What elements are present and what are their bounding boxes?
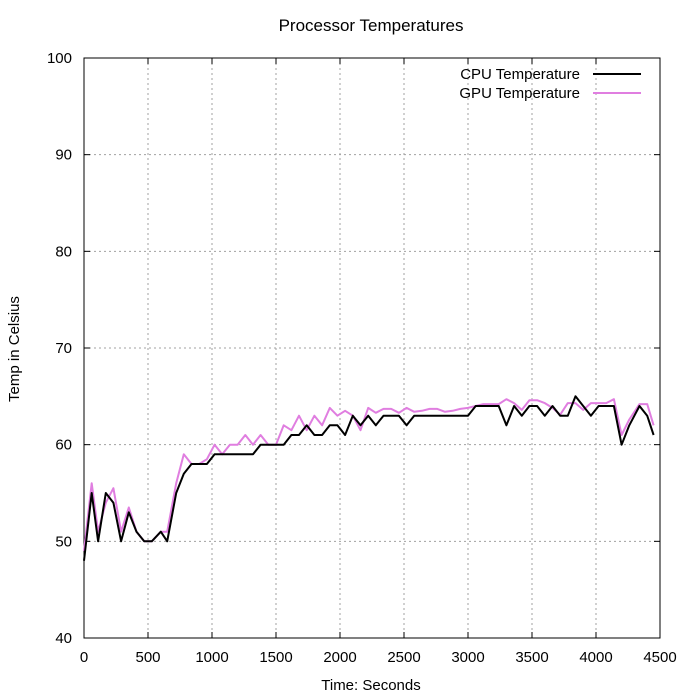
y-tick-label: 100 [47, 50, 72, 67]
y-tick-label: 80 [55, 243, 72, 260]
y-tick-label: 60 [55, 437, 72, 454]
y-tick-label: 90 [55, 147, 72, 164]
x-axis-title: Time: Seconds [321, 677, 421, 694]
legend-label-gpu: GPU Temperature [459, 85, 580, 102]
chart-title: Processor Temperatures [279, 16, 464, 35]
series-line-cpu [83, 395, 655, 561]
x-tick-label: 0 [80, 649, 88, 666]
x-tick-label: 4500 [643, 649, 676, 666]
x-tick-label: 1500 [259, 649, 292, 666]
x-tick-label: 2500 [387, 649, 420, 666]
tick-labels: 0 500 1000 1500 2000 2500 3000 3500 4000 4500 40 50… [47, 50, 677, 666]
y-tick-label: 50 [55, 533, 72, 550]
grid [84, 58, 660, 638]
y-tick-label: 70 [55, 340, 72, 357]
x-tick-label: 2000 [323, 649, 356, 666]
legend: CPU Temperature GPU Temperature [459, 66, 641, 102]
y-axis-title: Temp in Celsius [6, 296, 23, 402]
tick-marks [83, 57, 661, 639]
legend-label-cpu: CPU Temperature [460, 66, 580, 83]
x-tick-label: 3500 [515, 649, 548, 666]
x-tick-label: 3000 [451, 649, 484, 666]
x-tick-label: 4000 [579, 649, 612, 666]
series-lines [83, 395, 655, 561]
x-tick-label: 500 [135, 649, 160, 666]
x-tick-label: 1000 [195, 649, 228, 666]
y-tick-label: 40 [55, 630, 72, 647]
